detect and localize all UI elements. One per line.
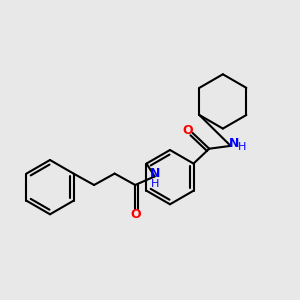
- Text: N: N: [149, 167, 160, 180]
- Text: N: N: [229, 137, 239, 150]
- Text: O: O: [130, 208, 140, 221]
- Text: O: O: [182, 124, 193, 137]
- Text: H: H: [238, 142, 246, 152]
- Text: H: H: [151, 178, 159, 189]
